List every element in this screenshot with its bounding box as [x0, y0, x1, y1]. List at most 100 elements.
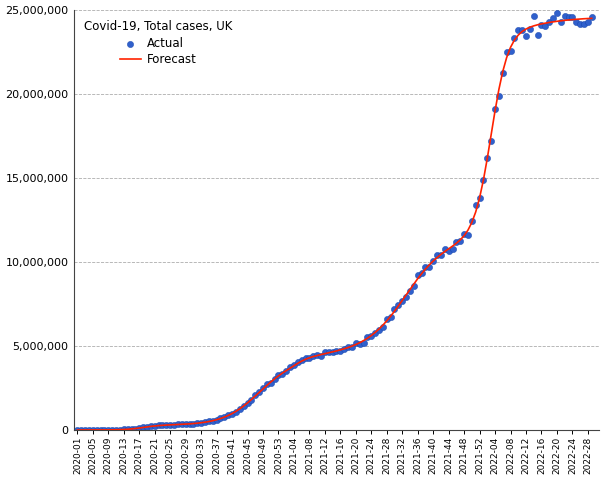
Actual: [119, 426, 129, 433]
Actual: [537, 22, 546, 29]
Actual: [139, 423, 148, 431]
Forecast: [588, 15, 595, 21]
Actual: [126, 425, 136, 433]
Actual: [463, 231, 473, 239]
Actual: [103, 426, 113, 434]
Actual: [235, 405, 244, 413]
Actual: [254, 388, 264, 396]
Actual: [173, 420, 183, 428]
Forecast: [186, 421, 193, 427]
Actual: [266, 379, 276, 386]
Actual: [270, 376, 280, 384]
Forecast: [557, 18, 564, 24]
Actual: [362, 333, 372, 341]
Actual: [494, 92, 504, 100]
Actual: [301, 355, 310, 362]
Actual: [575, 20, 585, 28]
Actual: [451, 239, 461, 246]
Actual: [456, 237, 465, 245]
Actual: [189, 420, 198, 427]
Actual: [84, 426, 94, 434]
Actual: [521, 32, 531, 39]
Actual: [560, 12, 569, 20]
Actual: [359, 339, 368, 347]
Actual: [215, 415, 225, 422]
Actual: [459, 230, 469, 238]
Actual: [134, 424, 144, 432]
Actual: [220, 413, 229, 421]
Actual: [390, 305, 399, 312]
Actual: [548, 14, 558, 22]
Actual: [583, 18, 593, 26]
Actual: [177, 420, 187, 428]
Actual: [281, 367, 291, 374]
Actual: [525, 25, 535, 33]
Actual: [347, 343, 357, 351]
Actual: [289, 361, 299, 369]
Forecast: [271, 376, 278, 382]
Actual: [571, 18, 581, 26]
Actual: [498, 70, 508, 77]
Actual: [397, 297, 407, 305]
Actual: [471, 201, 480, 209]
Actual: [540, 22, 550, 30]
Actual: [320, 348, 330, 356]
Actual: [448, 245, 457, 253]
Actual: [107, 426, 117, 434]
Actual: [367, 332, 376, 340]
Actual: [567, 13, 577, 21]
Actual: [386, 313, 396, 321]
Actual: [96, 426, 105, 434]
Forecast: [554, 18, 561, 24]
Actual: [158, 421, 168, 429]
Forecast: [74, 427, 81, 433]
Actual: [490, 106, 500, 113]
Actual: [111, 426, 121, 433]
Line: Forecast: Forecast: [77, 18, 592, 430]
Legend: Actual, Forecast: Actual, Forecast: [79, 15, 237, 71]
Actual: [312, 351, 322, 359]
Actual: [80, 426, 90, 434]
Actual: [123, 425, 132, 433]
Actual: [231, 408, 241, 416]
Actual: [509, 34, 519, 42]
Actual: [440, 245, 450, 253]
Actual: [142, 423, 152, 431]
Actual: [401, 293, 411, 300]
Actual: [223, 411, 233, 419]
Actual: [239, 402, 249, 409]
Actual: [552, 10, 562, 17]
Actual: [444, 247, 454, 255]
Actual: [304, 355, 314, 362]
Actual: [479, 176, 488, 183]
Actual: [285, 363, 295, 371]
Actual: [309, 352, 318, 360]
Actual: [556, 18, 566, 26]
Actual: [564, 13, 574, 21]
Actual: [76, 426, 86, 434]
Actual: [486, 137, 496, 145]
Actual: [131, 425, 140, 432]
Forecast: [201, 420, 209, 425]
Actual: [154, 421, 163, 429]
Actual: [587, 13, 597, 21]
Actual: [243, 399, 252, 407]
Actual: [200, 419, 210, 426]
Actual: [529, 12, 538, 20]
Actual: [378, 324, 388, 331]
Actual: [355, 340, 365, 348]
Actual: [100, 426, 110, 434]
Actual: [436, 252, 446, 259]
Actual: [316, 352, 326, 360]
Actual: [165, 421, 175, 429]
Actual: [417, 270, 427, 277]
Actual: [343, 343, 353, 351]
Actual: [409, 282, 419, 290]
Actual: [482, 154, 492, 161]
Actual: [351, 339, 361, 347]
Actual: [92, 426, 102, 434]
Actual: [181, 420, 191, 428]
Actual: [146, 422, 155, 430]
Actual: [196, 419, 206, 427]
Actual: [162, 421, 171, 429]
